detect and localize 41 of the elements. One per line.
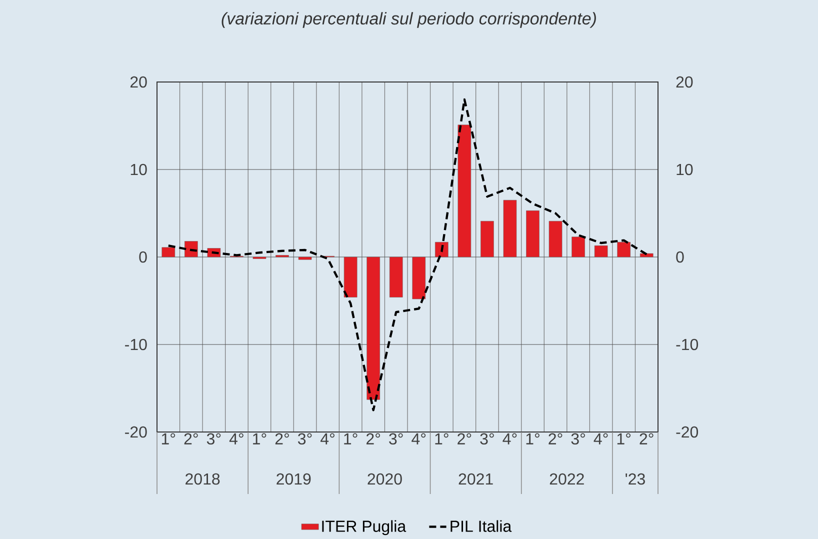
y-tick-label: 20	[130, 76, 147, 88]
legend-label: ITER Puglia	[322, 520, 406, 536]
y2-tick-label: 10	[676, 164, 693, 176]
x-tick-label: 3°	[389, 433, 403, 445]
text: 2020	[368, 473, 402, 485]
legend-label: PIL Italia	[450, 520, 512, 532]
x-tick-label: 4°	[502, 433, 517, 444]
text: 2021	[458, 473, 493, 485]
text: 2019	[276, 473, 311, 485]
y2-tick-label: -10	[676, 338, 698, 350]
y2-tick-label: 0	[676, 251, 684, 263]
x-tick-label: 2°	[366, 433, 380, 444]
x-tick-label: 1°	[253, 433, 266, 444]
y-tick-label: 0	[139, 251, 147, 263]
x-tick-label: 1°	[344, 433, 358, 444]
y2-tick-label: -20	[676, 426, 698, 438]
chart-subtitle: (variazioni percentuali sul periodo corrispondente)	[222, 12, 596, 28]
y2-tick-label: 20	[676, 76, 693, 88]
x-tick-label: 1°	[435, 433, 448, 444]
x-tick-label: 4°	[229, 433, 244, 444]
x-tick-label: 2°	[458, 433, 472, 444]
x-tick-label: 4°	[594, 433, 608, 444]
x-tick-label: 2°	[184, 433, 198, 444]
text: '23	[626, 473, 645, 485]
text: 2018	[186, 473, 220, 485]
y-tick-label: -10	[125, 338, 147, 350]
x-tick-label: 3°	[480, 433, 494, 445]
y-tick-label: 10	[130, 164, 147, 176]
x-tick-label: 1°	[617, 433, 631, 444]
x-tick-label: 1°	[162, 433, 176, 444]
x-tick-label: 2°	[548, 433, 562, 444]
x-tick-label: 3°	[206, 433, 221, 445]
text: 2022	[550, 473, 584, 485]
x-tick-label: 4°	[412, 433, 426, 444]
x-tick-label: 2°	[640, 433, 654, 444]
y-tick-label: -20	[125, 426, 147, 438]
x-tick-label: 3°	[571, 433, 585, 445]
x-tick-label: 3°	[298, 433, 312, 445]
x-tick-label: 1°	[526, 433, 540, 444]
x-tick-label: 2°	[275, 433, 289, 444]
x-tick-label: 4°	[320, 433, 334, 444]
